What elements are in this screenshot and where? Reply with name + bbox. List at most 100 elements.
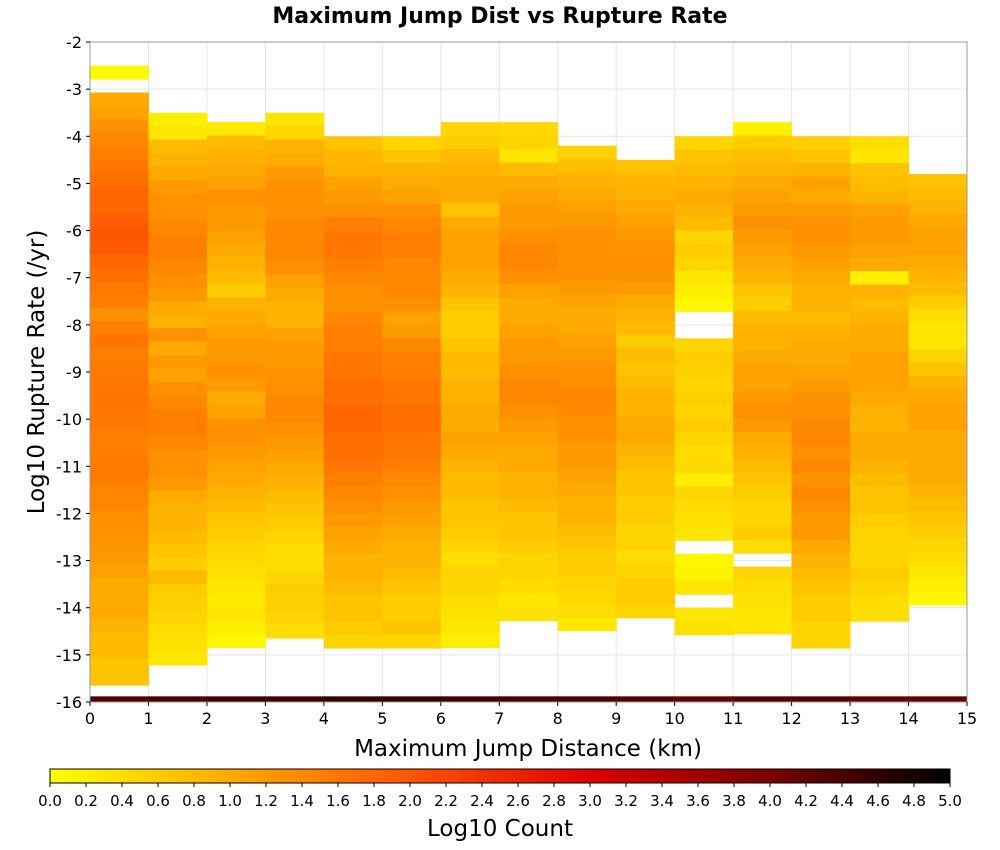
heatmap-cell <box>674 486 734 501</box>
heatmap-cell <box>206 149 266 164</box>
heatmap-cell <box>908 402 968 417</box>
heatmap-cell <box>791 378 851 393</box>
y-tick-label: -15 <box>56 646 82 665</box>
heatmap-cell <box>908 187 968 202</box>
heatmap-cell <box>206 431 266 446</box>
heatmap-cell-bottom <box>908 696 968 702</box>
heatmap-cell <box>908 362 968 377</box>
heatmap-cell <box>499 337 559 352</box>
x-tick-label: 1 <box>143 709 153 728</box>
heatmap-cell <box>850 230 910 245</box>
heatmap-cell <box>499 566 559 581</box>
colorbar-tick-label: 3.0 <box>578 792 602 810</box>
heatmap-cell <box>148 341 208 356</box>
heatmap-cell <box>733 216 793 231</box>
heatmap-cell <box>674 553 734 568</box>
heatmap-cell <box>148 314 208 329</box>
heatmap-cell <box>265 274 325 289</box>
heatmap-cell <box>908 470 968 485</box>
heatmap-cell <box>148 611 208 626</box>
heatmap-cell <box>440 122 500 137</box>
heatmap-cell <box>616 456 676 471</box>
heatmap-cell <box>440 189 500 204</box>
heatmap-cell <box>148 233 208 248</box>
heatmap-cell <box>440 351 500 366</box>
heatmap-cell <box>382 324 442 339</box>
heatmap-cell <box>382 190 442 205</box>
heatmap-cell <box>850 419 910 434</box>
heatmap-cell-bottom <box>148 696 208 702</box>
heatmap-cell <box>557 145 617 160</box>
heatmap-cell <box>616 577 676 592</box>
heatmap-cell <box>323 392 383 407</box>
heatmap-cell <box>791 432 851 447</box>
heatmap-cell <box>265 153 325 168</box>
heatmap-cell <box>674 136 734 151</box>
heatmap-cell <box>499 149 559 164</box>
heatmap-cell <box>499 202 559 217</box>
heatmap-cell <box>733 283 793 298</box>
heatmap-cell <box>265 489 325 504</box>
heatmap-cell-bottom <box>616 696 676 702</box>
heatmap-cell <box>206 162 266 177</box>
heatmap-cell <box>850 311 910 326</box>
heatmap-cell <box>382 176 442 191</box>
heatmap-cell <box>382 553 442 568</box>
heatmap-cell <box>850 297 910 312</box>
heatmap-cell <box>557 361 617 376</box>
heatmap-cell <box>382 419 442 434</box>
x-tick-label: 12 <box>781 709 801 728</box>
heatmap-cell <box>616 321 676 336</box>
heatmap-cell <box>499 135 559 150</box>
heatmap-cell <box>616 469 676 484</box>
heatmap-cell-bottom <box>733 696 793 702</box>
heatmap-cell <box>557 495 617 510</box>
heatmap-cell <box>733 431 793 446</box>
heatmap-cell <box>557 347 617 362</box>
heatmap-cell <box>908 510 968 525</box>
heatmap-cell <box>148 180 208 195</box>
heatmap-cell <box>440 162 500 177</box>
heatmap-cell-bottom <box>850 696 910 702</box>
heatmap-cell <box>148 489 208 504</box>
colorbar-tick-label: 1.8 <box>362 792 386 810</box>
heatmap-cell <box>148 301 208 316</box>
heatmap-cell <box>674 405 734 420</box>
heatmap-cell <box>616 213 676 228</box>
heatmap-cell <box>499 593 559 608</box>
heatmap-cell <box>148 462 208 477</box>
heatmap-cell <box>733 297 793 312</box>
heatmap-cell <box>557 617 617 632</box>
heatmap-cell <box>265 624 325 639</box>
heatmap-cell <box>440 445 500 460</box>
heatmap-cell <box>791 270 851 285</box>
heatmap-cell <box>90 496 149 511</box>
colorbar-label: Log10 Count <box>427 816 573 842</box>
heatmap-cell <box>265 449 325 464</box>
heatmap-cell <box>440 283 500 298</box>
heatmap-cell <box>265 611 325 626</box>
heatmap-cell <box>791 594 851 609</box>
heatmap-cell <box>733 539 793 554</box>
heatmap-cell <box>557 388 617 403</box>
heatmap-cell <box>499 256 559 271</box>
heatmap-cell <box>440 458 500 473</box>
heatmap-cell <box>323 149 383 164</box>
heatmap-cell <box>265 462 325 477</box>
heatmap-cell <box>148 112 208 127</box>
heatmap-cell <box>265 206 325 221</box>
heatmap-cell <box>148 570 208 585</box>
heatmap-cell-bottom <box>674 696 734 702</box>
heatmap-cell <box>908 335 968 350</box>
heatmap-cell <box>90 510 149 525</box>
heatmap-cell <box>557 172 617 187</box>
heatmap-cell <box>499 324 559 339</box>
heatmap-cell <box>674 499 734 514</box>
heatmap-cell <box>382 621 442 636</box>
heatmap-cell <box>148 449 208 464</box>
heatmap-cell <box>90 375 149 390</box>
heatmap-cell <box>499 176 559 190</box>
y-tick-label: -2 <box>66 33 82 52</box>
heatmap-cell <box>674 270 734 285</box>
heatmap-cell <box>90 281 149 296</box>
